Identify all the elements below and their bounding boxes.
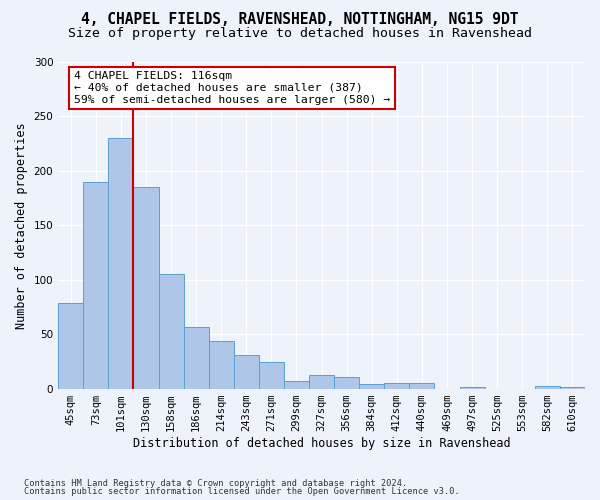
Bar [309, 375, 334, 389]
Bar [209, 341, 234, 389]
Text: Contains HM Land Registry data © Crown copyright and database right 2024.: Contains HM Land Registry data © Crown c… [24, 478, 407, 488]
Bar [184, 327, 209, 389]
Bar [158, 274, 184, 389]
Bar [234, 355, 259, 389]
Bar [409, 382, 434, 389]
Bar [58, 303, 83, 389]
X-axis label: Distribution of detached houses by size in Ravenshead: Distribution of detached houses by size … [133, 437, 511, 450]
Bar [284, 382, 309, 389]
Text: Contains public sector information licensed under the Open Government Licence v3: Contains public sector information licen… [24, 487, 460, 496]
Bar [259, 362, 284, 389]
Bar [83, 182, 109, 389]
Bar [560, 387, 585, 389]
Bar [385, 382, 409, 389]
Text: 4, CHAPEL FIELDS, RAVENSHEAD, NOTTINGHAM, NG15 9DT: 4, CHAPEL FIELDS, RAVENSHEAD, NOTTINGHAM… [81, 12, 519, 28]
Y-axis label: Number of detached properties: Number of detached properties [15, 122, 28, 328]
Text: 4 CHAPEL FIELDS: 116sqm
← 40% of detached houses are smaller (387)
59% of semi-d: 4 CHAPEL FIELDS: 116sqm ← 40% of detache… [74, 72, 390, 104]
Text: Size of property relative to detached houses in Ravenshead: Size of property relative to detached ho… [68, 28, 532, 40]
Bar [460, 387, 485, 389]
Bar [334, 377, 359, 389]
Bar [359, 384, 385, 389]
Bar [109, 138, 133, 389]
Bar [535, 386, 560, 389]
Bar [133, 187, 158, 389]
